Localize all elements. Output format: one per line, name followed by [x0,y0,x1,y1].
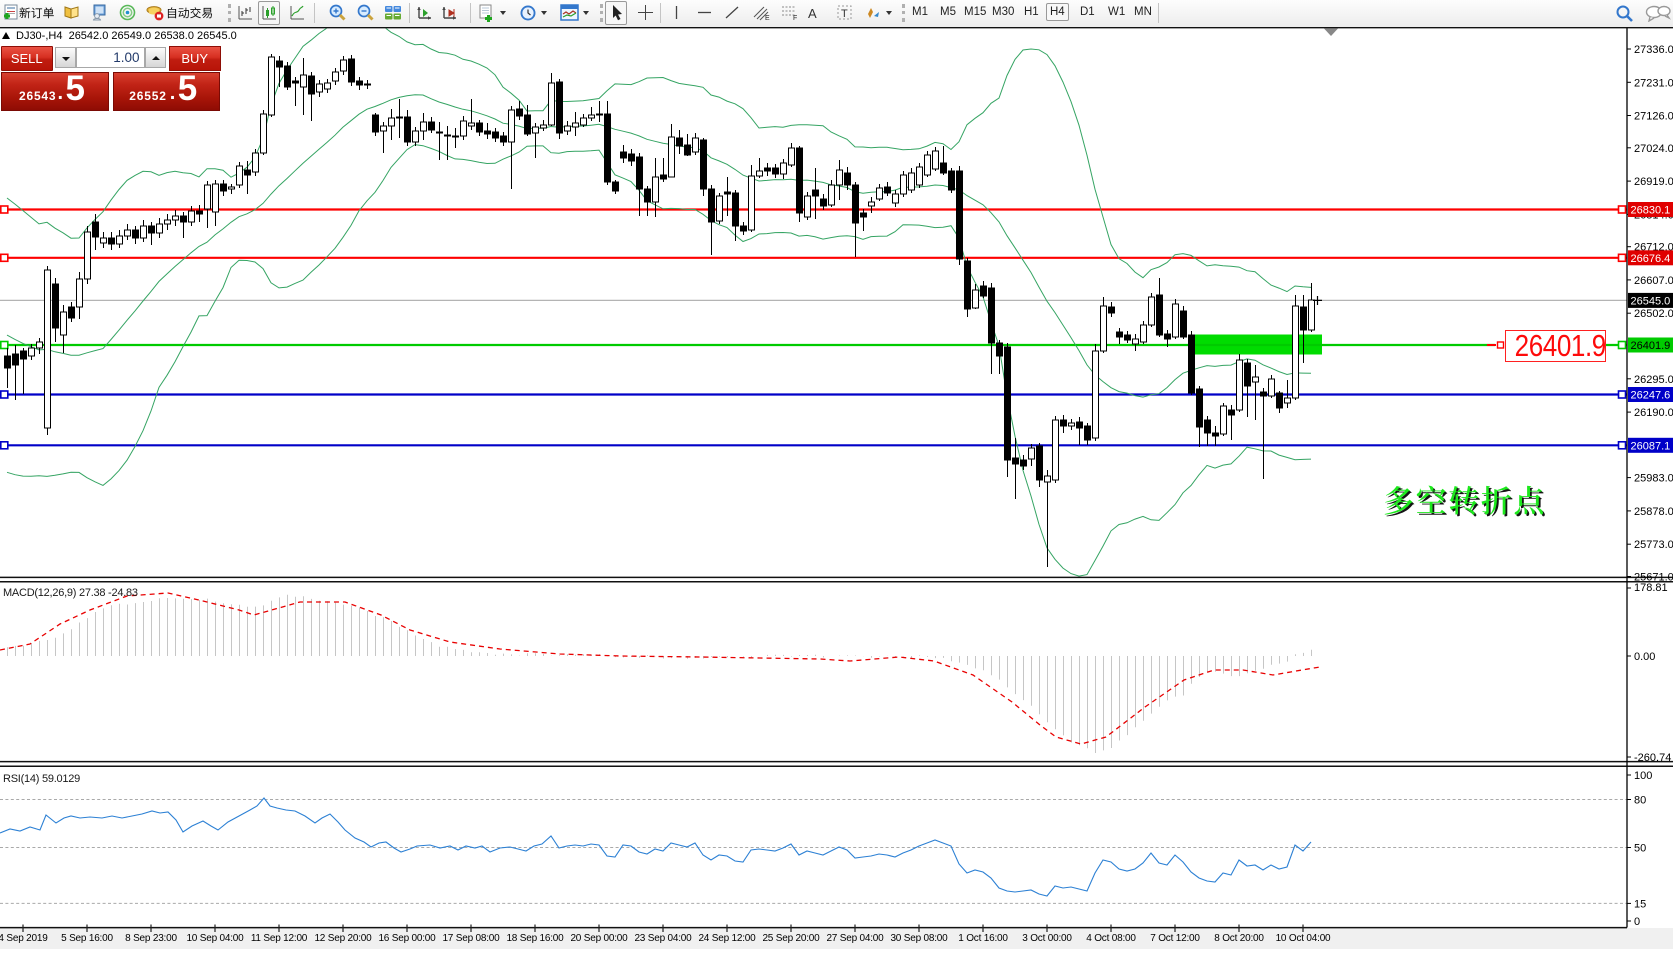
svg-text:26087.1: 26087.1 [1631,440,1671,452]
svg-text:27336.0: 27336.0 [1634,44,1673,56]
svg-text:26919.0: 26919.0 [1634,176,1673,188]
svg-text:3 Oct 00:00: 3 Oct 00:00 [1022,933,1072,944]
svg-text:1 Oct 16:00: 1 Oct 16:00 [958,933,1008,944]
svg-text:11 Sep 12:00: 11 Sep 12:00 [251,933,308,944]
svg-text:25671.0: 25671.0 [1634,572,1673,584]
svg-text:24 Sep 12:00: 24 Sep 12:00 [698,933,756,944]
svg-text:0: 0 [1634,916,1640,928]
svg-text:26676.4: 26676.4 [1631,253,1671,265]
svg-text:25 Sep 20:00: 25 Sep 20:00 [762,933,820,944]
svg-text:100: 100 [1634,770,1652,782]
svg-text:20 Sep 00:00: 20 Sep 00:00 [570,933,628,944]
svg-text:4 Oct 08:00: 4 Oct 08:00 [1086,933,1136,944]
svg-text:5 Sep 16:00: 5 Sep 16:00 [61,933,113,944]
svg-text:25878.0: 25878.0 [1634,506,1673,518]
svg-text:12 Sep 20:00: 12 Sep 20:00 [314,933,372,944]
svg-text:25983.0: 25983.0 [1634,473,1673,485]
svg-text:27231.0: 27231.0 [1634,77,1673,89]
svg-text:8 Sep 23:00: 8 Sep 23:00 [125,933,177,944]
svg-text:23 Sep 04:00: 23 Sep 04:00 [634,933,692,944]
svg-text:18 Sep 16:00: 18 Sep 16:00 [506,933,564,944]
svg-text:17 Sep 08:00: 17 Sep 08:00 [442,933,500,944]
svg-text:4 Sep 2019: 4 Sep 2019 [0,933,48,944]
svg-text:80: 80 [1634,795,1646,807]
svg-text:16 Sep 00:00: 16 Sep 00:00 [378,933,436,944]
svg-text:0.00: 0.00 [1634,651,1655,663]
svg-text:E: E [765,15,770,21]
svg-text:25773.0: 25773.0 [1634,539,1673,551]
svg-text:26401.9: 26401.9 [1631,340,1671,352]
svg-text:15: 15 [1634,898,1646,910]
svg-text:27 Sep 04:00: 27 Sep 04:00 [826,933,884,944]
svg-text:178.81: 178.81 [1634,582,1668,594]
svg-text:27126.0: 27126.0 [1634,111,1673,123]
svg-text:T: T [841,8,848,20]
svg-text:10 Oct 04:00: 10 Oct 04:00 [1276,933,1331,944]
svg-text:26295.0: 26295.0 [1634,374,1673,386]
svg-text:30 Sep 08:00: 30 Sep 08:00 [890,933,948,944]
svg-text:F: F [793,15,797,21]
svg-text:50: 50 [1634,843,1646,855]
svg-text:7 Oct 12:00: 7 Oct 12:00 [1150,933,1200,944]
svg-text:27024.0: 27024.0 [1634,143,1673,155]
svg-text:MACD(12,26,9) 27.38 -24.83: MACD(12,26,9) 27.38 -24.83 [3,587,138,599]
svg-text:26545.0: 26545.0 [1631,295,1671,307]
svg-text:26607.0: 26607.0 [1634,275,1673,287]
svg-text:26247.6: 26247.6 [1631,390,1671,402]
svg-text:26190.0: 26190.0 [1634,407,1673,419]
svg-text:-260.74: -260.74 [1634,752,1671,764]
svg-text:26830.1: 26830.1 [1631,205,1671,217]
svg-text:26502.0: 26502.0 [1634,308,1673,320]
svg-text:10 Sep 04:00: 10 Sep 04:00 [186,933,244,944]
svg-text:8 Oct 20:00: 8 Oct 20:00 [1214,933,1264,944]
svg-text:RSI(14) 59.0129: RSI(14) 59.0129 [3,773,80,785]
